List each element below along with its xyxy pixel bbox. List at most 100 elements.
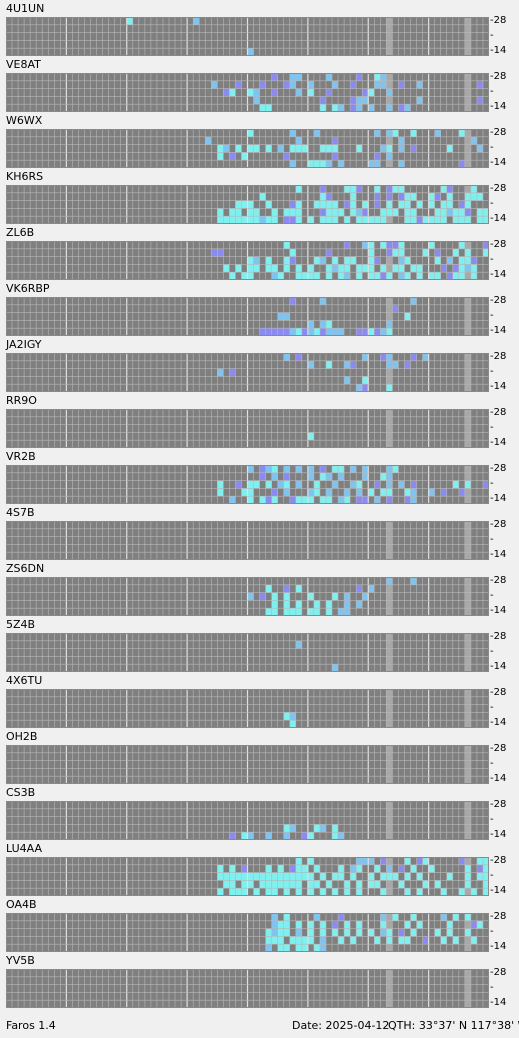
activity-cell: [410, 496, 417, 504]
activity-cell: [271, 328, 278, 336]
current-slot-column: [386, 969, 393, 1008]
activity-cell: [458, 857, 465, 865]
activity-cell: [404, 192, 411, 201]
activity-cell: [344, 488, 351, 497]
activity-cell: [356, 384, 363, 392]
grid-frame: [6, 857, 489, 896]
band-scale: -28- -14: [490, 295, 519, 336]
activity-cell: [464, 248, 471, 257]
activity-cell: [416, 80, 423, 89]
activity-cell: [307, 264, 314, 273]
activity-cell: [307, 216, 314, 224]
activity-cell: [350, 360, 357, 369]
activity-cell: [289, 496, 296, 504]
activity-cell: [464, 480, 471, 489]
activity-cell: [319, 936, 326, 945]
grid-frame: [6, 409, 489, 448]
activity-cell: [271, 88, 278, 97]
activity-cell: [319, 888, 326, 896]
activity-cell: [362, 857, 369, 865]
activity-cell: [325, 192, 333, 201]
activity-cell: [332, 928, 339, 937]
activity-cell: [307, 432, 314, 441]
beacon-callsign: VK6RBP: [6, 282, 50, 295]
activity-cell: [247, 256, 254, 265]
activity-cell: [265, 264, 272, 273]
activity-cell: [350, 872, 357, 881]
activity-cell: [362, 328, 369, 336]
activity-cell: [247, 264, 254, 273]
activity-cell: [265, 936, 272, 945]
activity-cell: [313, 480, 320, 489]
activity-cell: [307, 592, 314, 601]
activity-cell: [398, 264, 405, 273]
activity-cell: [380, 272, 387, 280]
activity-cell: [458, 241, 465, 249]
activity-cell: [325, 73, 333, 81]
current-slot-column: [386, 353, 393, 392]
activity-cell: [307, 880, 314, 889]
activity-cell: [313, 824, 320, 833]
activity-cell: [368, 488, 375, 497]
activity-cell: [398, 928, 405, 937]
activity-cell: [265, 888, 272, 896]
activity-cell: [452, 216, 459, 224]
activity-cell: [241, 216, 248, 224]
propagation-grid: [6, 353, 489, 392]
activity-cell: [295, 264, 302, 273]
activity-cell: [229, 888, 236, 896]
band-top-label: 28: [493, 967, 507, 978]
activity-cell: [428, 488, 435, 497]
band-tick: -: [490, 157, 494, 168]
current-slot-column: [464, 353, 471, 392]
activity-cell: [235, 144, 242, 153]
propagation-grid: [6, 689, 489, 728]
activity-cell: [350, 465, 357, 473]
band-top-label: 28: [493, 71, 507, 82]
activity-cell: [295, 353, 302, 361]
activity-cell: [338, 160, 345, 168]
band-tick: -: [490, 829, 494, 840]
activity-cell: [374, 80, 381, 89]
grid-frame: [6, 73, 489, 112]
activity-cell: [464, 872, 471, 881]
beacon-panel: 4U1UN -28- -14: [0, 2, 519, 58]
activity-cell: [374, 256, 381, 265]
activity-cell: [307, 88, 314, 97]
activity-cell: [410, 353, 417, 361]
activity-cell: [368, 328, 375, 336]
activity-cell: [410, 144, 417, 153]
activity-cell: [217, 480, 224, 489]
band-scale: -28- -14: [490, 967, 519, 1008]
beacon-panel: 4S7B -28- -14: [0, 506, 519, 562]
activity-cell: [416, 200, 423, 209]
activity-cell: [241, 200, 248, 209]
activity-cell: [301, 272, 308, 280]
activity-cell: [265, 144, 272, 153]
propagation-grid: [6, 297, 489, 336]
activity-cell: [235, 264, 242, 273]
activity-cell: [313, 880, 320, 889]
activity-cell: [283, 592, 290, 601]
activity-cell: [319, 200, 326, 209]
activity-cell: [325, 88, 333, 97]
activity-cell: [362, 472, 369, 481]
activity-cell: [253, 88, 260, 97]
current-slot-column: [464, 801, 471, 840]
activity-cell: [217, 208, 224, 217]
activity-cell: [289, 73, 296, 81]
band-tick: -: [490, 183, 494, 194]
activity-cell: [271, 73, 278, 81]
activity-cell: [271, 920, 278, 929]
activity-cell: [344, 920, 351, 929]
activity-cell: [295, 328, 302, 336]
activity-cell: [386, 864, 393, 873]
band-scale: -28- -14: [490, 911, 519, 952]
activity-cell: [307, 328, 314, 336]
current-slot-column: [464, 17, 471, 56]
activity-cell: [476, 208, 483, 217]
band-tick: -: [490, 661, 494, 672]
activity-cell: [380, 872, 387, 881]
activity-cell: [362, 264, 369, 273]
activity-cell: [350, 864, 357, 873]
